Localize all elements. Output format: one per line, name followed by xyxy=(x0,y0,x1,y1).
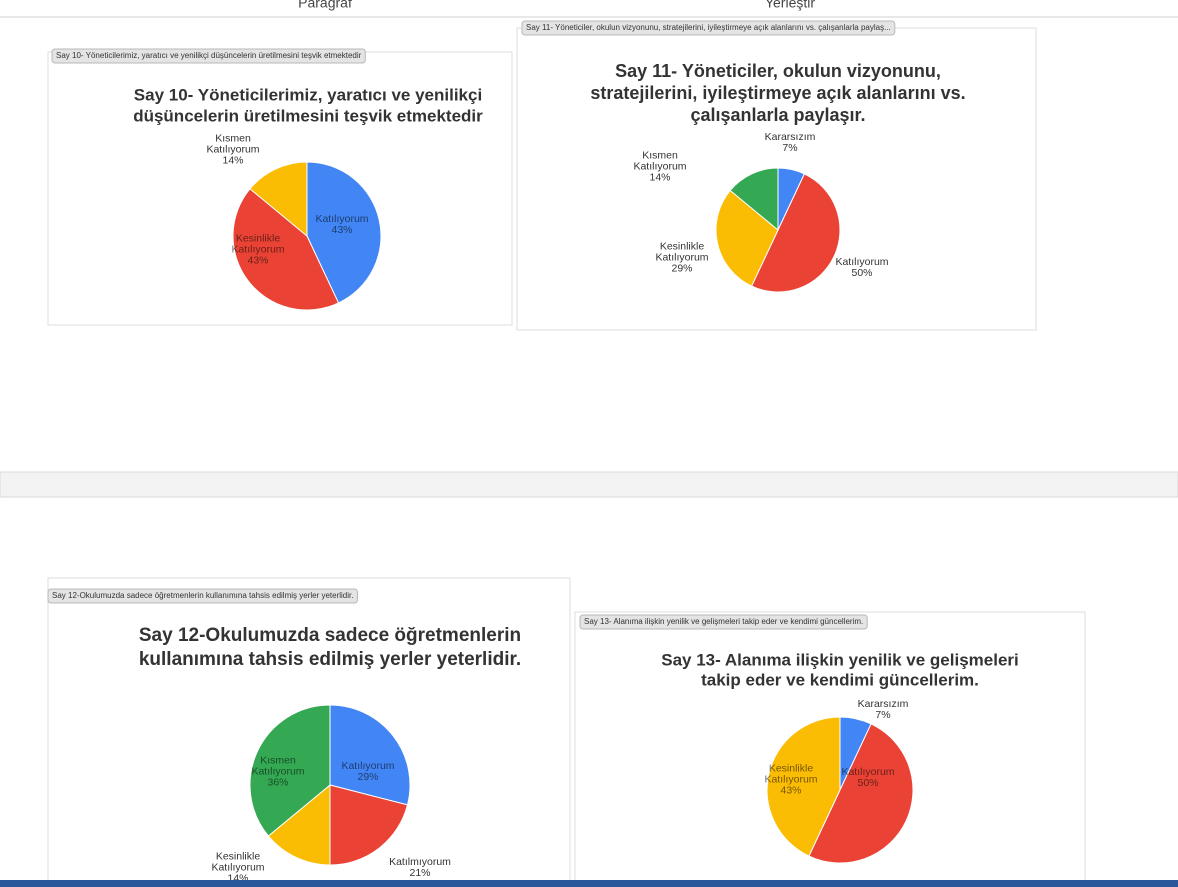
slice-label: Kesinlikle Katılıyorum 43% xyxy=(756,762,826,797)
pie-slice xyxy=(808,723,914,864)
chart-title: takip eder ve kendimi güncellerim. xyxy=(701,670,979,689)
slice-category: Katılıyorum xyxy=(835,256,889,268)
slice-value: 14% xyxy=(227,872,249,885)
pie-slice xyxy=(232,188,340,311)
slice-category: Kesinlikle Katılıyorum xyxy=(764,762,818,786)
slice-category: Katılmıyorum xyxy=(389,856,451,868)
ribbon-label: Yerleştir xyxy=(765,0,815,11)
chart-tab-label: Say 12-Okulumuzda sadece öğretmenlerin k… xyxy=(52,591,353,600)
pie-slice xyxy=(715,189,779,287)
slice-label: Kesinlikle Katılıyorum 14% xyxy=(203,850,273,885)
slice-value: 43% xyxy=(247,254,269,267)
pie-slice xyxy=(249,704,331,837)
slice-value: 14% xyxy=(649,171,671,184)
pie-slice xyxy=(329,784,409,866)
chart-tab-label: Say 11- Yöneticiler, okulun vizyonunu, s… xyxy=(526,23,891,32)
chart-title: düşüncelerin üretilmesini teşvik etmekte… xyxy=(133,106,483,125)
slice-value: 29% xyxy=(671,262,693,275)
slice-value: 7% xyxy=(782,142,798,154)
slice-category: Katılıyorum xyxy=(841,766,895,778)
slice-category: Kesinlikle Katılıyorum xyxy=(211,850,265,874)
slice-label: Kararsızım 7% xyxy=(848,699,918,721)
chart-title: Say 11- Yöneticiler, okulun vizyonunu, xyxy=(615,61,941,81)
pie-slice xyxy=(267,783,331,866)
slice-label: Kesinlikle Katılıyorum 29% xyxy=(647,240,717,275)
slice-value: 50% xyxy=(851,267,873,279)
slice-category: Katılıyorum xyxy=(341,760,395,772)
status-bar xyxy=(0,880,1178,887)
slice-value: 43% xyxy=(331,224,353,236)
slice-label: Katılıyorum 43% xyxy=(307,214,377,236)
slice-value: 50% xyxy=(857,777,879,789)
pie-slice xyxy=(249,161,308,238)
chart-tab xyxy=(521,20,896,36)
slice-label: Katılıyorum 50% xyxy=(833,767,903,789)
chart-tab-label: Say 13- Alanıma ilişkin yenilik ve geliş… xyxy=(584,617,863,626)
slice-category: Kısmen Katılıyorum xyxy=(633,149,687,173)
pie-slice xyxy=(750,173,841,293)
slice-label: Katılıyorum 50% xyxy=(827,257,897,279)
chart-title: Say 12-Okulumuzda sadece öğretmenlerin xyxy=(139,625,521,646)
slice-label: Katılıyorum 29% xyxy=(333,761,403,783)
chart-title: çalışanlarla paylaşır. xyxy=(690,105,865,125)
page-break xyxy=(0,471,1178,498)
slice-label: Katılmıyorum 21% xyxy=(385,857,455,879)
slice-category: Kesinlikle Katılıyorum xyxy=(655,240,709,264)
slice-value: 21% xyxy=(409,867,431,879)
chart-title: kullanımına tahsis edilmiş yerler yeterl… xyxy=(139,649,521,670)
slice-value: 7% xyxy=(875,709,891,721)
chart-title: Say 10- Yöneticilerimiz, yaratıcı ve yen… xyxy=(134,85,482,104)
pie-slice xyxy=(329,704,411,806)
slice-label: Kısmen Katılıyorum 14% xyxy=(625,149,695,184)
chart-title: stratejilerini, iyileştirmeye açık alanl… xyxy=(590,83,965,103)
chart-tab xyxy=(51,48,366,64)
slice-label: Kararsızım 7% xyxy=(755,132,825,154)
pie-slice xyxy=(306,161,382,304)
ribbon-label: Paragraf xyxy=(298,0,352,11)
slice-category: Kararsızım xyxy=(764,131,816,143)
slice-category: Kararsızım xyxy=(857,698,909,710)
chart-title: Say 13- Alanıma ilişkin yenilik ve geliş… xyxy=(661,650,1019,669)
slice-category: Kesinlikle Katılıyorum xyxy=(231,232,285,256)
slice-category: Kısmen Katılıyorum xyxy=(206,132,260,156)
chart-tab-label: Say 10- Yöneticilerimiz, yaratıcı ve yen… xyxy=(56,51,362,60)
slice-value: 43% xyxy=(780,784,802,797)
pie-slice xyxy=(729,167,779,232)
slice-label: Kesinlikle Katılıyorum 43% xyxy=(223,232,293,267)
chart-tab xyxy=(579,614,868,630)
slice-label: Kısmen Katılıyorum 14% xyxy=(198,132,268,167)
slice-label: Kısmen Katılıyorum 36% xyxy=(243,754,313,789)
chart-tab xyxy=(47,588,358,604)
slice-category: Katılıyorum xyxy=(315,213,369,225)
pie-slice xyxy=(766,716,841,857)
slice-value: 36% xyxy=(267,776,289,789)
slice-category: Kısmen Katılıyorum xyxy=(251,754,305,778)
slice-value: 29% xyxy=(357,771,379,783)
slice-value: 14% xyxy=(222,154,244,167)
